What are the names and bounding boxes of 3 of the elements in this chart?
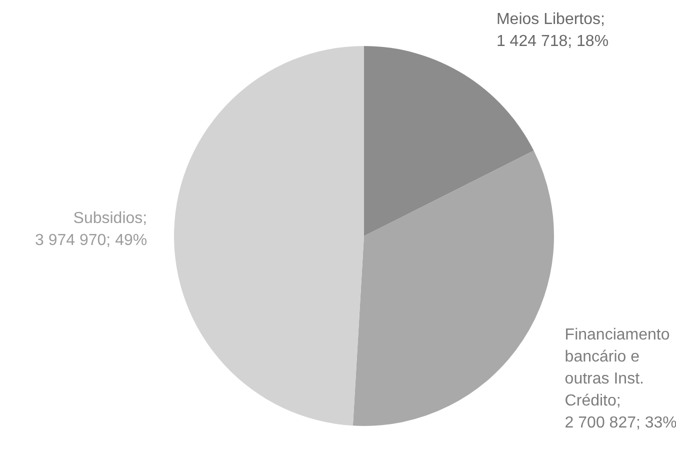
slice-label: Subsidios; 3 974 970; 49% [35, 210, 148, 250]
slice-label: Financiamento bancário e outras Inst. Crédito; 2 700 827; 33% [564, 326, 676, 432]
slice-label: Meios Libertos; 1 424 718; 18% [496, 11, 609, 50]
